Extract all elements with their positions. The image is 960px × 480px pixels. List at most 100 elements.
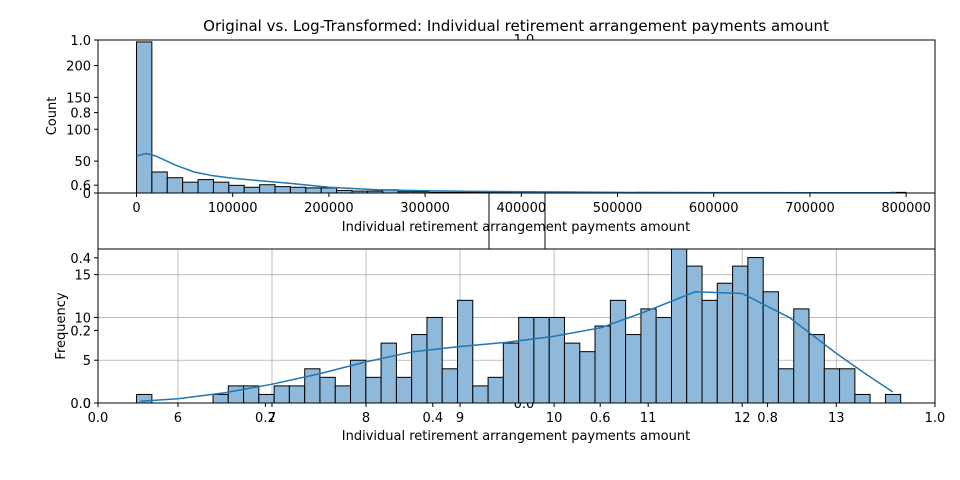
log-bar xyxy=(227,385,245,404)
original-x-tick-label: 700000 xyxy=(785,201,835,216)
log-x-ticks: 6 7 8 9 10 11 12 13 xyxy=(174,403,845,426)
log-x-tick-label: 9 xyxy=(456,411,464,426)
original-x-tick-label: 500000 xyxy=(593,201,643,216)
log-x-tick-label: 11 xyxy=(640,411,657,426)
overlay-x-tick-label: 0.6 xyxy=(590,411,611,426)
original-x-label: Individual retirement arrangement paymen… xyxy=(342,220,690,235)
log-bar xyxy=(288,385,306,404)
log-bar xyxy=(533,316,550,404)
overlay-y-tick-label: 1.0 xyxy=(70,34,91,49)
original-x-ticks: 0 100000 200000 300000 400000 500000 600000 700… xyxy=(132,193,931,216)
log-kde-line xyxy=(140,291,894,403)
original-y-label: Count xyxy=(45,97,60,136)
log-bar xyxy=(563,342,581,404)
original-bars xyxy=(135,41,907,194)
original-x-tick-label: 300000 xyxy=(400,201,450,216)
log-bar xyxy=(640,308,657,404)
original-y-tick-label: 0 xyxy=(83,187,91,202)
original-bar xyxy=(166,177,184,194)
original-x-tick-label: 600000 xyxy=(689,201,739,216)
original-bar xyxy=(243,186,261,194)
log-bar xyxy=(487,376,504,404)
original-bar xyxy=(212,181,230,194)
log-bar xyxy=(655,316,672,404)
original-bar xyxy=(289,186,307,194)
log-bar xyxy=(258,393,275,404)
log-x-tick-label: 12 xyxy=(734,411,751,426)
original-bar xyxy=(228,184,245,194)
overlay-x-tick-label: 0.8 xyxy=(757,411,778,426)
original-x-tick-label: 200000 xyxy=(304,201,354,216)
log-bar xyxy=(319,376,336,404)
log-bar xyxy=(273,385,290,404)
log-x-tick-label: 6 xyxy=(174,411,182,426)
log-bar xyxy=(441,368,459,404)
log-bar xyxy=(777,368,795,404)
original-bar xyxy=(151,171,168,194)
overlay-y-tick-label: 0.6 xyxy=(70,179,91,194)
original-x-tick-label: 100000 xyxy=(208,201,258,216)
chart-title: Original vs. Log-Transformed: Individual… xyxy=(203,17,829,35)
overlay-x-tick-label: 0.0 xyxy=(88,411,109,426)
log-bar xyxy=(716,282,734,404)
original-y-tick-label: 100 xyxy=(66,123,91,138)
log-bar xyxy=(884,393,902,404)
original-y-tick-label: 200 xyxy=(66,60,91,75)
original-bar xyxy=(274,186,291,194)
log-y-tick-label: 15 xyxy=(74,269,91,284)
original-x-tick-label: 0 xyxy=(132,201,140,216)
overlay-y-tick-label: 0.0 xyxy=(70,397,91,412)
log-y-label: Frequency xyxy=(54,292,69,359)
log-bar xyxy=(747,257,764,404)
log-bar xyxy=(426,316,443,404)
original-frame xyxy=(97,39,936,194)
original-x-tick-label: 800000 xyxy=(881,201,931,216)
log-bar xyxy=(701,299,718,404)
original-y-tick-label: 50 xyxy=(74,155,91,170)
log-bar xyxy=(548,316,565,404)
log-bar xyxy=(457,299,474,404)
original-bar xyxy=(197,179,214,194)
log-y-tick-label: 5 xyxy=(83,354,91,369)
log-frame xyxy=(97,248,936,404)
overlay-x-tick-label: 0.4 xyxy=(422,411,443,426)
overlay-x-tick-label: 0.2 xyxy=(255,411,276,426)
log-bar xyxy=(395,376,413,404)
original-kde-line xyxy=(136,152,897,194)
log-bar xyxy=(472,385,489,404)
original-bar xyxy=(305,187,322,194)
log-histogram-panel: 6 7 8 9 10 11 12 13 0 5 10 15 Individual retiremen… xyxy=(54,248,936,444)
overlay-y-tick-label: 0.8 xyxy=(70,107,91,122)
original-bar xyxy=(259,184,276,194)
log-bar xyxy=(518,316,535,404)
log-bar xyxy=(365,376,382,404)
log-bar xyxy=(854,393,871,404)
log-y-tick-label: 10 xyxy=(74,311,91,326)
original-x-tick-label: 400000 xyxy=(496,201,546,216)
log-bar xyxy=(502,342,520,404)
original-plot-area xyxy=(98,40,935,193)
log-bar xyxy=(212,393,229,404)
original-y-tick-label: 150 xyxy=(66,91,91,106)
log-bar xyxy=(732,265,749,404)
log-bar xyxy=(579,351,596,404)
original-bar xyxy=(182,181,199,194)
log-x-tick-label: 13 xyxy=(828,411,845,426)
log-bar xyxy=(334,385,352,404)
original-bar xyxy=(320,187,338,194)
log-bar xyxy=(808,334,825,404)
log-bar xyxy=(411,334,428,404)
overlay-y-tick-label: 0.2 xyxy=(70,324,91,339)
log-x-label: Individual retirement arrangement paymen… xyxy=(342,429,690,444)
log-bar xyxy=(594,325,611,404)
log-bar xyxy=(823,368,841,404)
original-y-ticks: 0 50 100 150 200 xyxy=(66,60,98,202)
overlay-x-tick-label: 1.0 xyxy=(925,411,946,426)
log-y-ticks: 0 5 10 15 xyxy=(74,269,98,412)
log-bar xyxy=(625,334,642,404)
log-y-tick-label: 0 xyxy=(83,397,91,412)
original-bar xyxy=(135,41,153,194)
overlay-y-tick-label: 0.4 xyxy=(70,252,91,267)
original-histogram-panel: 0 100000 200000 300000 400000 500000 600000 700… xyxy=(45,39,936,235)
